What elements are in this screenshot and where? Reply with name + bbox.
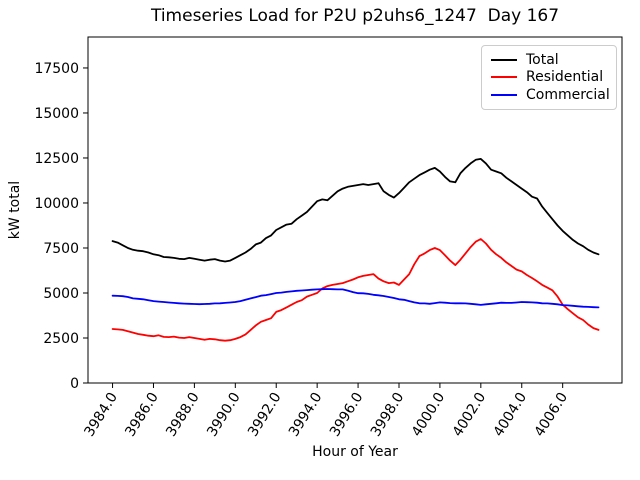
x-tick-label: 4006.0 (532, 390, 572, 440)
x-tick-label: 3998.0 (368, 390, 408, 440)
x-axis-label: Hour of Year (312, 444, 398, 460)
legend-label-total: Total (526, 51, 559, 68)
series-line-total (111, 157, 600, 263)
series-line-commercial (111, 288, 600, 309)
legend-line-sample-total (491, 58, 517, 61)
legend-label-residential: Residential (526, 69, 604, 86)
x-tick-label: 3988.0 (163, 390, 203, 440)
x-tick-label: 4002.0 (450, 390, 490, 440)
y-tick-label: 15000 (34, 106, 79, 122)
axes-spines (87, 36, 623, 384)
legend-line-sample-commercial (491, 94, 517, 97)
series-line-residential (111, 238, 600, 342)
legend-entry-commercial: Commercial (491, 87, 610, 104)
x-tick-label: 3984.0 (81, 390, 121, 440)
x-tick-label: 3992.0 (245, 390, 285, 440)
x-tick-label: 4004.0 (491, 390, 531, 440)
x-tick-label: 3996.0 (327, 390, 367, 440)
y-tick-label: 10000 (34, 196, 79, 212)
legend-line-sample-residential (491, 76, 517, 79)
x-tick-label: 4000.0 (409, 390, 449, 440)
legend-entry-total: Total (491, 52, 607, 68)
y-tick-label: 5000 (43, 286, 79, 302)
y-tick-label: 2500 (43, 331, 79, 347)
y-tick-label: 12500 (34, 151, 79, 167)
y-tick-label: 7500 (43, 241, 79, 257)
x-tick-label: 3986.0 (122, 390, 162, 440)
x-tick-label: 3994.0 (286, 390, 326, 440)
y-axis-label: kW total (7, 180, 23, 240)
y-tick-label: 0 (70, 376, 79, 392)
y-tick-label: 17500 (34, 61, 79, 77)
legend-label-commercial: Commercial (526, 87, 610, 104)
legend-entry-residential: Residential (491, 69, 607, 85)
x-tick-label: 3990.0 (204, 390, 244, 440)
legend: Total Residential Commercial (481, 45, 617, 110)
chart-title: Timeseries Load for P2U p2uhs6_1247 Day … (150, 6, 560, 26)
